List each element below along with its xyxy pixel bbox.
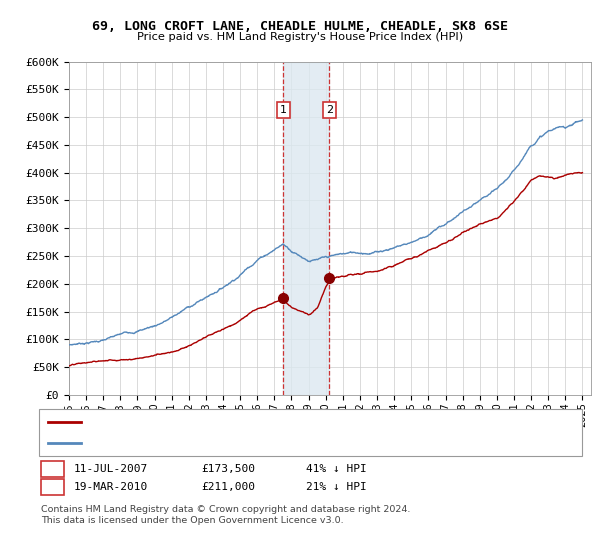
Bar (283, 62, 329, 395)
Text: £211,000: £211,000 (201, 482, 255, 492)
Text: 1: 1 (49, 464, 56, 474)
Text: 1: 1 (280, 105, 287, 115)
Text: 2: 2 (326, 105, 333, 115)
Text: 69, LONG CROFT LANE, CHEADLE HULME, CHEADLE, SK8 6SE: 69, LONG CROFT LANE, CHEADLE HULME, CHEA… (92, 20, 508, 32)
Text: £173,500: £173,500 (201, 464, 255, 474)
Text: 19-MAR-2010: 19-MAR-2010 (74, 482, 148, 492)
Text: 21% ↓ HPI: 21% ↓ HPI (306, 482, 367, 492)
Text: HPI: Average price, detached house, Stockport: HPI: Average price, detached house, Stoc… (87, 438, 331, 448)
Text: 11-JUL-2007: 11-JUL-2007 (74, 464, 148, 474)
Text: Price paid vs. HM Land Registry's House Price Index (HPI): Price paid vs. HM Land Registry's House … (137, 32, 463, 43)
Text: 41% ↓ HPI: 41% ↓ HPI (306, 464, 367, 474)
Text: 69, LONG CROFT LANE, CHEADLE HULME, CHEADLE, SK8 6SE (detached house): 69, LONG CROFT LANE, CHEADLE HULME, CHEA… (87, 417, 500, 427)
Text: 2: 2 (49, 482, 56, 492)
Text: Contains HM Land Registry data © Crown copyright and database right 2024.
This d: Contains HM Land Registry data © Crown c… (41, 505, 410, 525)
